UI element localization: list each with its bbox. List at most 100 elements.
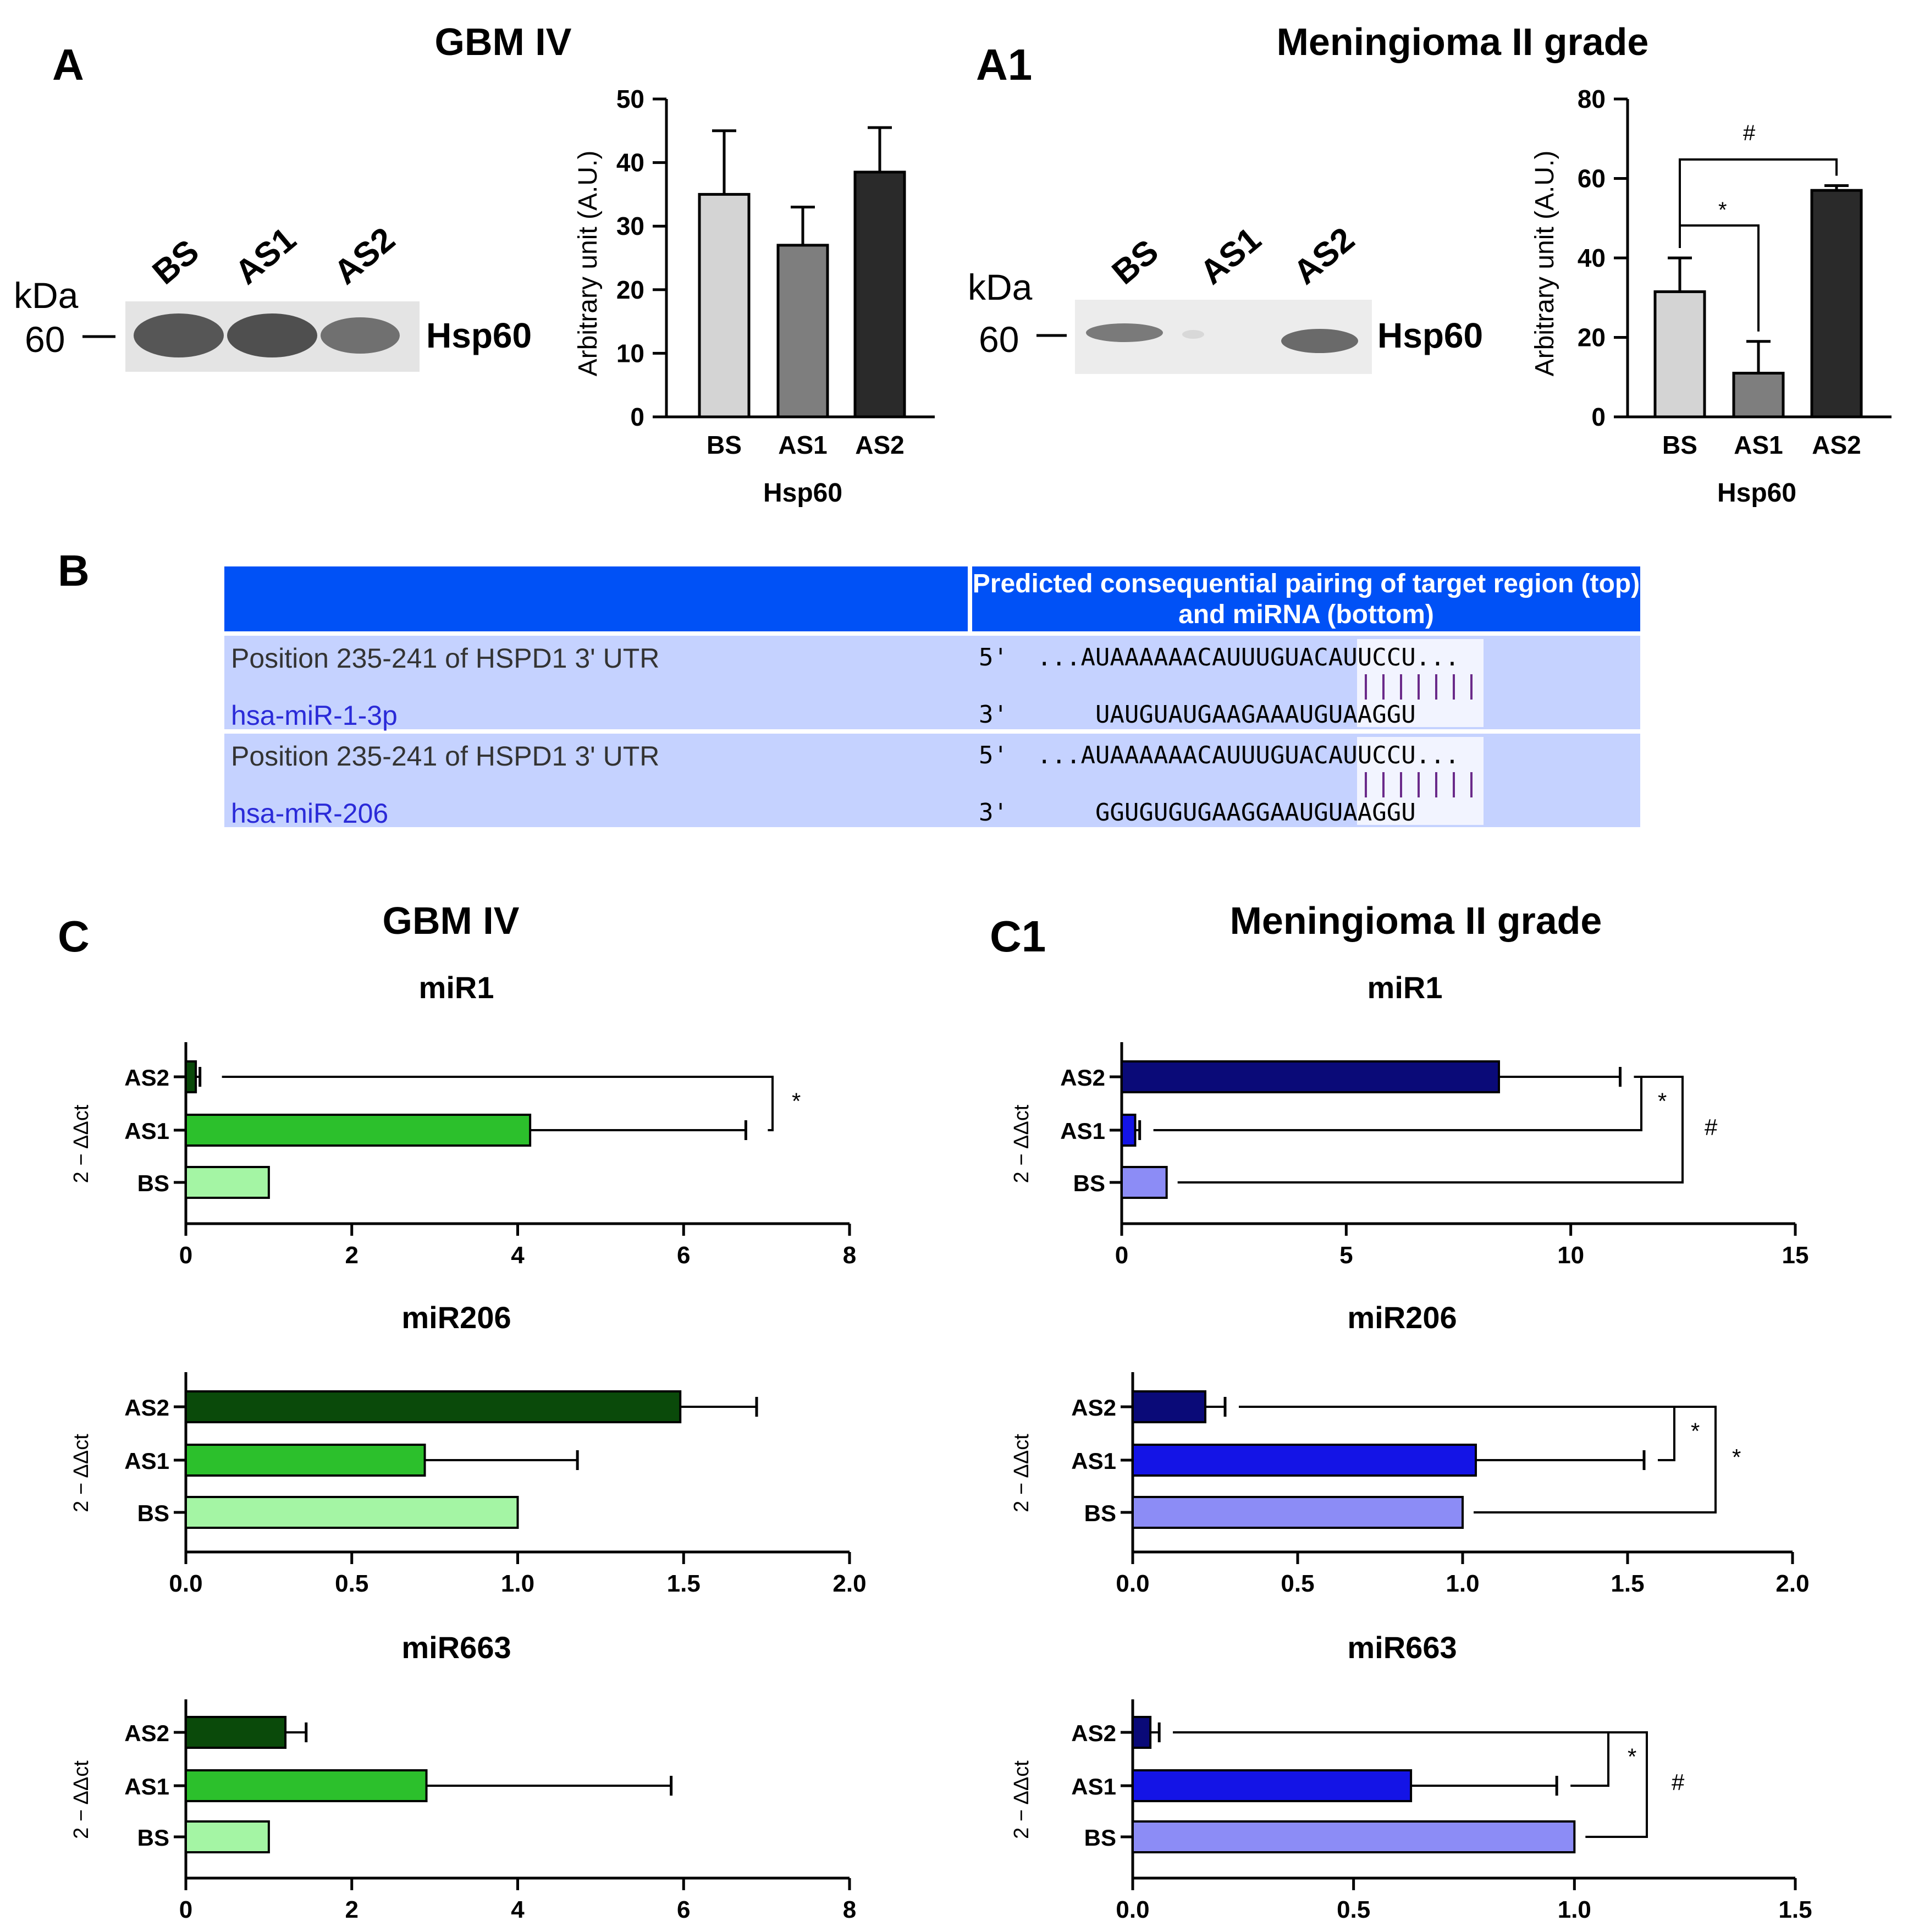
chart-c-mir663: miR663 0 2 4 6 8 AS2 AS1 BS 2 − ΔΔct: [70, 1630, 856, 1923]
seed-highlight: [1357, 639, 1484, 727]
significance-label: *: [1658, 1088, 1667, 1114]
y-tick-label: AS1: [1060, 1118, 1105, 1144]
x-axis-label: Hsp60: [763, 478, 842, 508]
table-header-text: Predicted consequential pairing of targe…: [972, 566, 1640, 631]
y-tick-label: BS: [1084, 1825, 1116, 1851]
x-tick-label: 15: [1782, 1242, 1809, 1269]
panel-letter-a1: A1: [976, 40, 1032, 89]
western-blot-a1: BS AS1 AS2 kDa 60 Hsp60: [968, 220, 1483, 374]
x-tick-label: 1.0: [1558, 1896, 1591, 1923]
target-sequence: 5' ...AUAAAAAACAUUUGUACAUUCCU...: [979, 643, 1459, 671]
x-tick-label: 2: [345, 1242, 359, 1269]
x-tick-label: AS2: [1812, 431, 1861, 459]
y-tick-label: BS: [137, 1170, 169, 1196]
y-tick-label: BS: [137, 1825, 169, 1851]
y-tick-label: AS2: [124, 1395, 169, 1421]
bar-as2: [853, 170, 906, 419]
table-header: Predicted consequential pairing of targe…: [224, 566, 1640, 631]
significance-label: *: [1628, 1744, 1636, 1770]
table-cell-pairing: 5' ...AUAAAAAACAUUUGUACAUUCCU... 3' GGUG…: [972, 734, 1640, 827]
marker-label: 60: [979, 319, 1019, 360]
y-tick-label: 0: [630, 403, 644, 431]
marker-label: 60: [25, 319, 65, 360]
table-row: Position 235-241 of HSPD1 3' UTR hsa-miR…: [224, 734, 1640, 829]
significance-label: #: [1705, 1114, 1718, 1140]
x-tick-label: 2: [345, 1896, 359, 1923]
bar-as1: [1132, 1769, 1413, 1802]
panel-letter-a: A: [52, 40, 84, 89]
table-cell-label: Position 235-241 of HSPD1 3' UTR hsa-miR…: [224, 636, 968, 731]
chart-c-mir206: miR206 0.0 0.5 1.0 1.5 2.0 AS2 AS1 BS 2 − ΔΔct: [70, 1300, 867, 1597]
chart-title: miR206: [401, 1300, 511, 1335]
chart-title: miR1: [419, 970, 494, 1005]
strand-end: 5': [979, 741, 1008, 769]
significance-label: #: [1743, 121, 1756, 145]
bar-as2: [1132, 1390, 1206, 1423]
mirna-name: hsa-miR-1-3p: [231, 700, 398, 731]
strand-end: 5': [979, 643, 1008, 671]
bar-as1: [185, 1769, 428, 1802]
x-tick-label: 0.5: [1337, 1896, 1370, 1923]
x-tick-label: BS: [707, 431, 742, 459]
seed-highlight: [1357, 737, 1484, 825]
bar-as1: [776, 244, 829, 419]
bar-bs: [185, 1820, 270, 1853]
y-axis-label: Arbitrary unit (A.U.): [574, 151, 603, 377]
x-tick-label: 0: [1115, 1242, 1128, 1269]
y-tick-label: AS1: [124, 1774, 169, 1799]
blot-band: [134, 313, 224, 357]
x-tick-label: 1.5: [1778, 1896, 1812, 1923]
y-tick-label: 40: [1578, 244, 1606, 272]
x-tick-label: 4: [511, 1896, 525, 1923]
kda-label: kDa: [14, 275, 79, 316]
significance-label: *: [1732, 1444, 1741, 1470]
table-cell-label: Position 235-241 of HSPD1 3' UTR hsa-miR…: [224, 734, 968, 829]
panel-letter-b: B: [58, 546, 90, 595]
significance-bracket: [1177, 1076, 1684, 1184]
x-tick-label: 0: [179, 1242, 192, 1269]
y-axis-label: 2 − ΔΔct: [70, 1104, 93, 1183]
chart-c1-mir1: miR1 0 5 10 15 AS2 AS1 BS 2 − ΔΔct * #: [1010, 970, 1808, 1269]
x-tick-label: 1.5: [667, 1570, 701, 1597]
x-tick-label: 0.0: [1116, 1896, 1149, 1923]
table-cell-pairing: 5' ...AUAAAAAACAUUUGUACAUUCCU... 3' UAUG…: [972, 636, 1640, 729]
chart-title: miR663: [401, 1630, 511, 1665]
bar-as1: [185, 1114, 532, 1147]
mirna-name: hsa-miR-206: [231, 798, 389, 829]
strand-end: 3': [979, 799, 1008, 827]
target-sequence: 5' ...AUAAAAAACAUUUGUACAUUCCU...: [979, 741, 1459, 769]
target-position: Position 235-241 of HSPD1 3' UTR: [231, 741, 660, 772]
bar-bs: [185, 1496, 519, 1529]
x-tick-label: 2.0: [1775, 1570, 1809, 1597]
x-tick-label: 6: [677, 1896, 690, 1923]
y-axis-label: 2 − ΔΔct: [1010, 1434, 1033, 1512]
y-tick-label: AS1: [124, 1448, 169, 1474]
y-tick-label: BS: [137, 1500, 169, 1526]
significance-bracket: [1173, 1731, 1648, 1838]
bar-as2: [185, 1060, 197, 1093]
y-axis-label: 2 − ΔΔct: [1010, 1104, 1033, 1183]
bar-as2: [1121, 1060, 1500, 1093]
bar-as2: [185, 1390, 682, 1423]
mirna-pairing-table: Predicted consequential pairing of targe…: [224, 566, 1640, 829]
bar-as2: [1132, 1716, 1152, 1749]
blot-band: [1182, 330, 1204, 339]
y-tick-label: AS1: [1071, 1448, 1116, 1474]
y-tick-label: AS2: [1071, 1720, 1116, 1746]
y-tick-label: 80: [1578, 85, 1606, 113]
x-tick-label: 0.5: [1281, 1570, 1314, 1597]
chart-c1-mir206: miR206 0.0 0.5 1.0 1.5 2.0 AS2 AS1 BS 2 − ΔΔct * *: [1010, 1300, 1810, 1597]
chart-title: miR1: [1367, 970, 1443, 1005]
chart-c1-mir663: miR663 0.0 0.5 1.0 1.5 AS2 AS1 BS 2 − ΔΔct * #: [1010, 1630, 1812, 1923]
table-header-blank: [224, 566, 968, 631]
x-tick-label: 8: [843, 1242, 856, 1269]
x-tick-label: 0.5: [335, 1570, 368, 1597]
lane-label: AS1: [228, 220, 304, 291]
x-tick-label: AS1: [778, 431, 827, 459]
protein-label: Hsp60: [426, 316, 532, 355]
lane-label: AS2: [327, 220, 402, 291]
blot-band: [227, 313, 317, 357]
y-tick-label: 20: [616, 276, 644, 304]
panel-letter-c: C: [58, 912, 90, 961]
